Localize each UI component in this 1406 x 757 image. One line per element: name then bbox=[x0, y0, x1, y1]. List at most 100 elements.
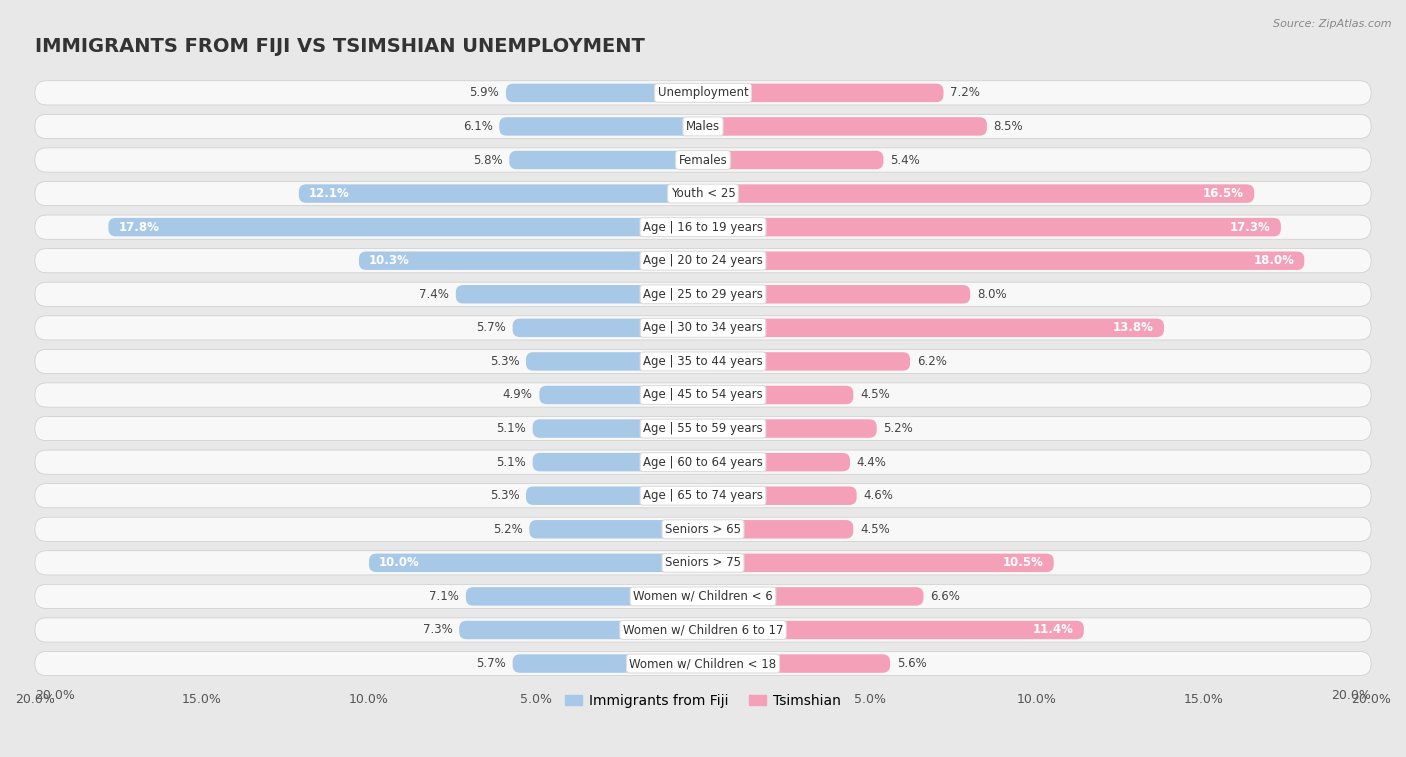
Text: Age | 60 to 64 years: Age | 60 to 64 years bbox=[643, 456, 763, 469]
FancyBboxPatch shape bbox=[35, 584, 1371, 609]
FancyBboxPatch shape bbox=[35, 282, 1371, 307]
Text: 16.5%: 16.5% bbox=[1204, 187, 1244, 200]
FancyBboxPatch shape bbox=[703, 151, 883, 170]
Text: 5.3%: 5.3% bbox=[489, 355, 519, 368]
FancyBboxPatch shape bbox=[533, 453, 703, 472]
Text: Age | 25 to 29 years: Age | 25 to 29 years bbox=[643, 288, 763, 301]
FancyBboxPatch shape bbox=[703, 419, 877, 438]
FancyBboxPatch shape bbox=[526, 487, 703, 505]
Text: 6.2%: 6.2% bbox=[917, 355, 946, 368]
Legend: Immigrants from Fiji, Tsimshian: Immigrants from Fiji, Tsimshian bbox=[560, 688, 846, 713]
Text: 4.6%: 4.6% bbox=[863, 489, 893, 502]
FancyBboxPatch shape bbox=[513, 319, 703, 337]
FancyBboxPatch shape bbox=[703, 453, 851, 472]
FancyBboxPatch shape bbox=[703, 83, 943, 102]
Text: 7.2%: 7.2% bbox=[950, 86, 980, 99]
FancyBboxPatch shape bbox=[703, 218, 1281, 236]
FancyBboxPatch shape bbox=[533, 419, 703, 438]
FancyBboxPatch shape bbox=[35, 148, 1371, 172]
Text: 11.4%: 11.4% bbox=[1033, 624, 1074, 637]
Text: 20.0%: 20.0% bbox=[35, 689, 75, 702]
FancyBboxPatch shape bbox=[513, 654, 703, 673]
Text: Age | 16 to 19 years: Age | 16 to 19 years bbox=[643, 220, 763, 234]
Text: IMMIGRANTS FROM FIJI VS TSIMSHIAN UNEMPLOYMENT: IMMIGRANTS FROM FIJI VS TSIMSHIAN UNEMPL… bbox=[35, 37, 645, 56]
FancyBboxPatch shape bbox=[108, 218, 703, 236]
FancyBboxPatch shape bbox=[703, 251, 1305, 270]
FancyBboxPatch shape bbox=[35, 81, 1371, 105]
FancyBboxPatch shape bbox=[703, 352, 910, 371]
FancyBboxPatch shape bbox=[465, 587, 703, 606]
FancyBboxPatch shape bbox=[506, 83, 703, 102]
FancyBboxPatch shape bbox=[703, 654, 890, 673]
FancyBboxPatch shape bbox=[368, 553, 703, 572]
FancyBboxPatch shape bbox=[35, 618, 1371, 642]
Text: Age | 45 to 54 years: Age | 45 to 54 years bbox=[643, 388, 763, 401]
FancyBboxPatch shape bbox=[35, 114, 1371, 139]
FancyBboxPatch shape bbox=[456, 285, 703, 304]
FancyBboxPatch shape bbox=[509, 151, 703, 170]
Text: 5.1%: 5.1% bbox=[496, 422, 526, 435]
FancyBboxPatch shape bbox=[35, 484, 1371, 508]
Text: 8.0%: 8.0% bbox=[977, 288, 1007, 301]
Text: 20.0%: 20.0% bbox=[1331, 689, 1371, 702]
Text: 5.8%: 5.8% bbox=[472, 154, 502, 167]
FancyBboxPatch shape bbox=[35, 517, 1371, 541]
Text: Males: Males bbox=[686, 120, 720, 133]
Text: 4.9%: 4.9% bbox=[503, 388, 533, 401]
Text: 5.2%: 5.2% bbox=[883, 422, 912, 435]
FancyBboxPatch shape bbox=[703, 185, 1254, 203]
Text: 10.3%: 10.3% bbox=[368, 254, 409, 267]
FancyBboxPatch shape bbox=[35, 383, 1371, 407]
FancyBboxPatch shape bbox=[35, 316, 1371, 340]
FancyBboxPatch shape bbox=[703, 587, 924, 606]
FancyBboxPatch shape bbox=[299, 185, 703, 203]
FancyBboxPatch shape bbox=[703, 285, 970, 304]
Text: 5.4%: 5.4% bbox=[890, 154, 920, 167]
Text: 5.7%: 5.7% bbox=[477, 657, 506, 670]
FancyBboxPatch shape bbox=[359, 251, 703, 270]
Text: Females: Females bbox=[679, 154, 727, 167]
Text: 6.6%: 6.6% bbox=[931, 590, 960, 603]
FancyBboxPatch shape bbox=[540, 386, 703, 404]
Text: Source: ZipAtlas.com: Source: ZipAtlas.com bbox=[1274, 19, 1392, 29]
Text: Women w/ Children < 6: Women w/ Children < 6 bbox=[633, 590, 773, 603]
Text: Age | 55 to 59 years: Age | 55 to 59 years bbox=[643, 422, 763, 435]
Text: 5.2%: 5.2% bbox=[494, 523, 523, 536]
FancyBboxPatch shape bbox=[35, 215, 1371, 239]
Text: 8.5%: 8.5% bbox=[994, 120, 1024, 133]
Text: 7.4%: 7.4% bbox=[419, 288, 449, 301]
Text: Seniors > 75: Seniors > 75 bbox=[665, 556, 741, 569]
Text: 12.1%: 12.1% bbox=[309, 187, 350, 200]
Text: Women w/ Children 6 to 17: Women w/ Children 6 to 17 bbox=[623, 624, 783, 637]
FancyBboxPatch shape bbox=[35, 416, 1371, 441]
Text: Age | 35 to 44 years: Age | 35 to 44 years bbox=[643, 355, 763, 368]
Text: 17.3%: 17.3% bbox=[1230, 220, 1271, 234]
Text: Age | 30 to 34 years: Age | 30 to 34 years bbox=[643, 322, 763, 335]
FancyBboxPatch shape bbox=[703, 319, 1164, 337]
FancyBboxPatch shape bbox=[703, 520, 853, 538]
FancyBboxPatch shape bbox=[703, 117, 987, 136]
FancyBboxPatch shape bbox=[35, 182, 1371, 206]
FancyBboxPatch shape bbox=[35, 248, 1371, 273]
Text: Unemployment: Unemployment bbox=[658, 86, 748, 99]
Text: 7.3%: 7.3% bbox=[423, 624, 453, 637]
FancyBboxPatch shape bbox=[35, 450, 1371, 474]
Text: 5.3%: 5.3% bbox=[489, 489, 519, 502]
Text: 4.5%: 4.5% bbox=[860, 388, 890, 401]
FancyBboxPatch shape bbox=[35, 551, 1371, 575]
Text: Seniors > 65: Seniors > 65 bbox=[665, 523, 741, 536]
Text: 17.8%: 17.8% bbox=[118, 220, 159, 234]
Text: 5.6%: 5.6% bbox=[897, 657, 927, 670]
Text: 10.0%: 10.0% bbox=[380, 556, 420, 569]
FancyBboxPatch shape bbox=[35, 652, 1371, 676]
Text: 10.5%: 10.5% bbox=[1002, 556, 1043, 569]
Text: 5.1%: 5.1% bbox=[496, 456, 526, 469]
Text: 7.1%: 7.1% bbox=[429, 590, 460, 603]
Text: 5.7%: 5.7% bbox=[477, 322, 506, 335]
Text: 13.8%: 13.8% bbox=[1114, 322, 1154, 335]
FancyBboxPatch shape bbox=[35, 349, 1371, 373]
FancyBboxPatch shape bbox=[703, 621, 1084, 639]
Text: 18.0%: 18.0% bbox=[1253, 254, 1295, 267]
Text: 4.5%: 4.5% bbox=[860, 523, 890, 536]
Text: Age | 20 to 24 years: Age | 20 to 24 years bbox=[643, 254, 763, 267]
